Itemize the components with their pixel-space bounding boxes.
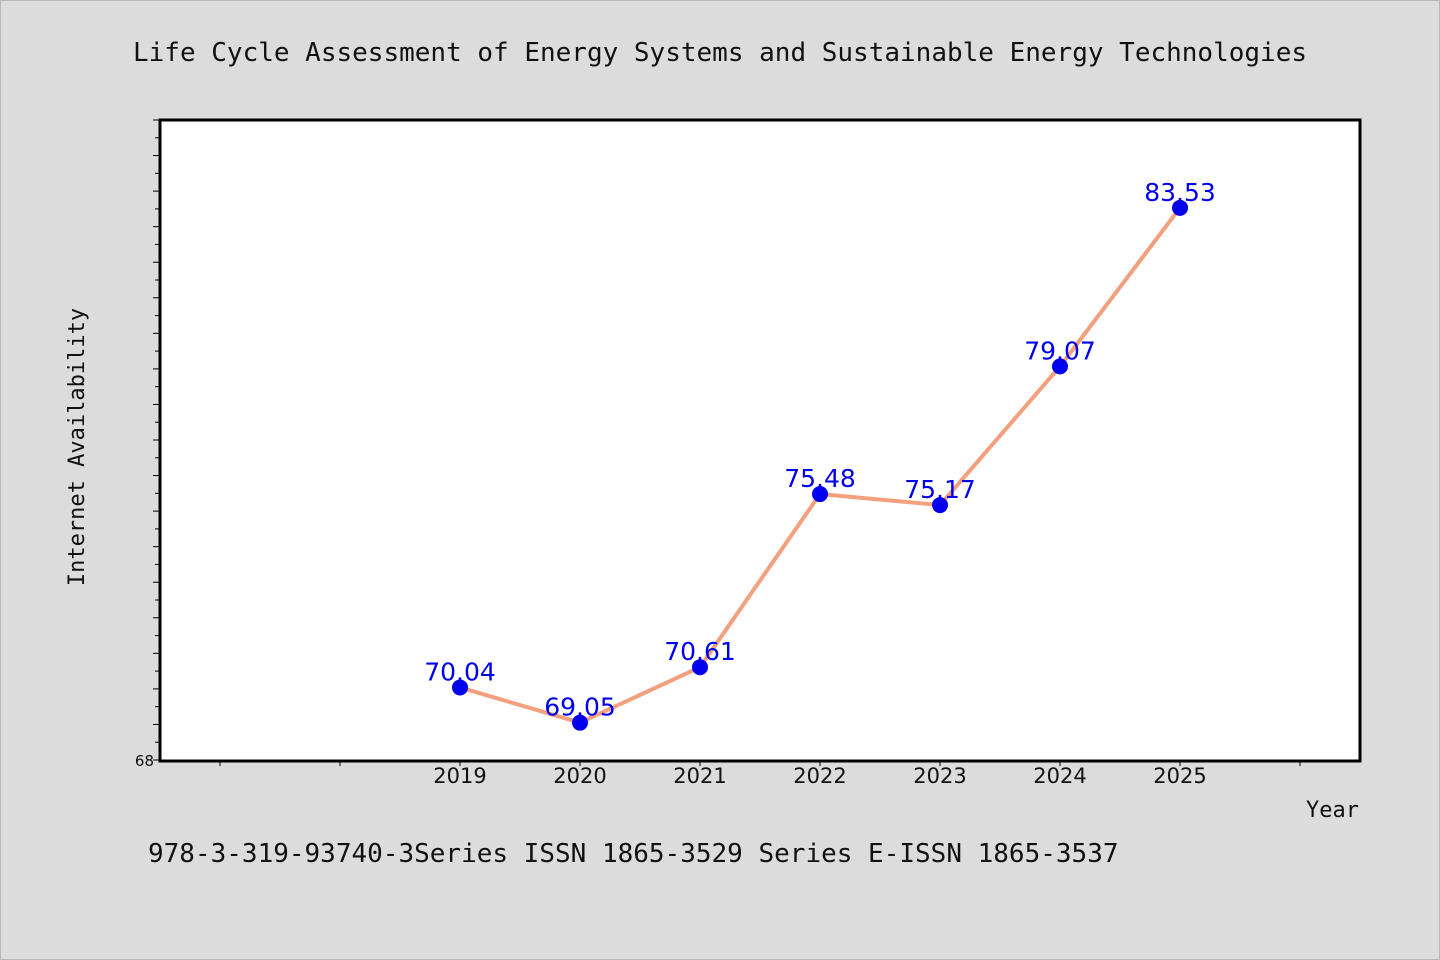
x-axis-title: Year [1306,798,1359,823]
plot-border [158,118,1362,763]
data-point [452,679,468,696]
x-tick-label: 2023 [913,764,966,788]
chart-title: Life Cycle Assessment of Energy Systems … [133,38,1307,68]
x-tick-label: 2019 [433,764,486,788]
data-label: 75.48 [784,464,856,493]
data-point [572,714,588,731]
plot-area [160,120,1360,761]
data-label: 83.53 [1144,178,1216,207]
data-labels: 70.04 69.05 70.61 75.48 75.17 79.07 83.53 [424,178,1216,722]
data-label: 70.61 [664,637,736,666]
data-point [1052,358,1068,375]
footer-isbn-issn: 978-3-319-93740-3Series ISSN 1865-3529 S… [148,839,1119,869]
data-markers [452,199,1188,731]
x-tick-label: 2020 [553,764,606,788]
data-point [812,486,828,503]
data-label: 69.05 [544,693,616,722]
axis-ticks: 68 2019 2020 2021 2022 2023 2024 2025 [135,119,1301,788]
x-tick-label: 2024 [1033,764,1086,788]
y-axis-title: Internet Availability [65,308,90,586]
x-tick-label: 2022 [793,764,846,788]
x-tick-label: 2025 [1153,764,1206,788]
x-tick-label: 2021 [673,764,726,788]
data-label: 70.04 [424,657,496,686]
data-label: 79.07 [1024,336,1096,365]
y-tick-label: 68 [135,752,154,770]
data-point [932,497,948,514]
data-label: 75.17 [904,475,976,504]
data-point [692,659,708,676]
data-point [1172,199,1188,216]
